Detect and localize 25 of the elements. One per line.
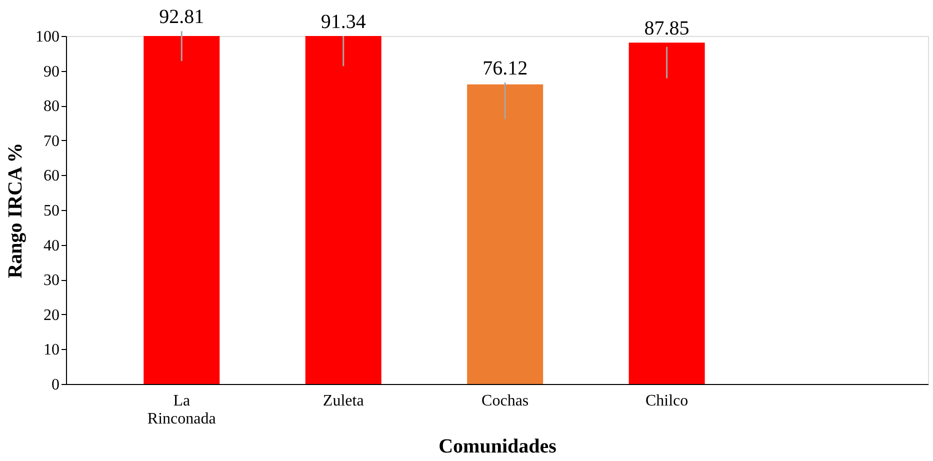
y-tick-label: 10 [44, 342, 60, 359]
bar [305, 36, 382, 384]
y-tick-label: 50 [44, 202, 60, 220]
x-tick-label: Cochas [482, 392, 529, 410]
y-tick-label: 60 [44, 168, 60, 185]
y-tick-label: 100 [36, 28, 60, 46]
x-tick-label: La Rinconada [147, 392, 216, 428]
y-tick-label: 20 [44, 306, 60, 324]
y-tick-label: 30 [44, 272, 60, 290]
y-tick-label: 70 [44, 132, 60, 150]
x-tick-label: Chilco [645, 392, 688, 410]
x-tick-label: Zuleta [322, 392, 364, 410]
annotation: 87.85 [644, 18, 690, 40]
y-axis-title: Rango IRCA % [4, 142, 26, 278]
x-axis-title: Comunidades [438, 436, 557, 458]
y-tick-label: 90 [44, 63, 60, 80]
text: 91.34 [320, 11, 366, 33]
text: 92.81 [159, 6, 204, 28]
y-tick-label: 40 [44, 237, 60, 254]
bar [628, 42, 705, 384]
annotation: 76.12 [482, 58, 528, 80]
bar [144, 36, 220, 384]
y-tick-label: 0 [52, 376, 60, 394]
bar [467, 84, 544, 384]
y-tick-label: 80 [44, 98, 60, 116]
